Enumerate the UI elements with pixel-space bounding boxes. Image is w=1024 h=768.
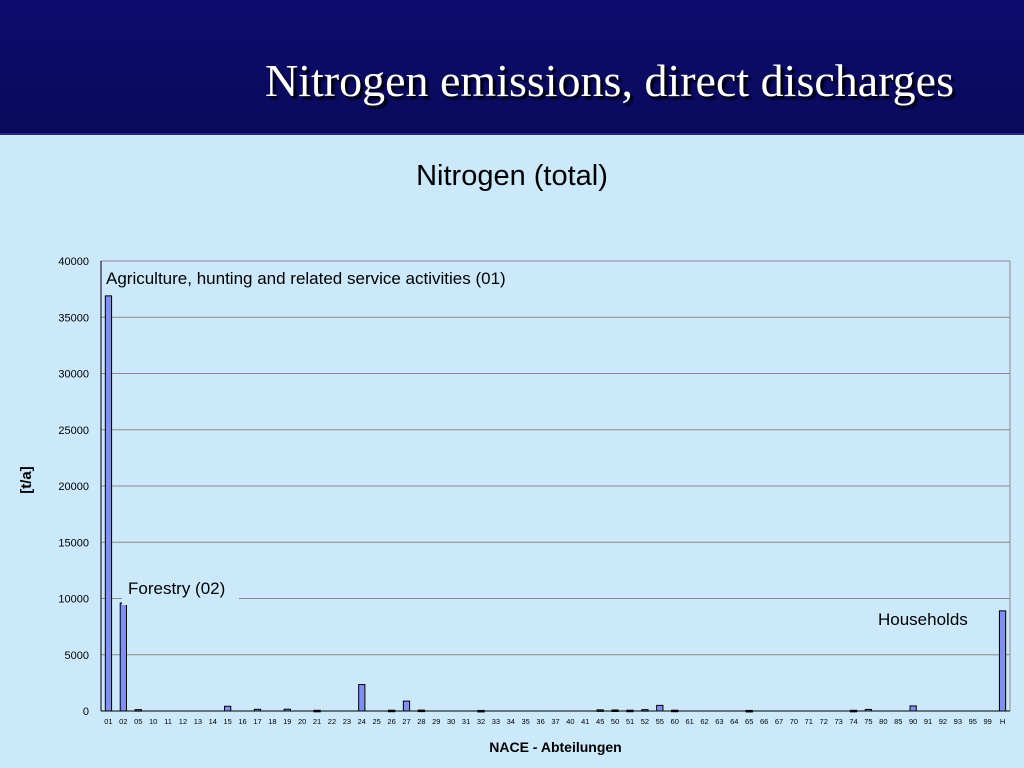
x-tick-label: 18 xyxy=(268,717,276,726)
y-tick-label: 15000 xyxy=(58,537,89,549)
x-tick-label: 34 xyxy=(507,717,515,726)
y-tick-label: 0 xyxy=(83,706,89,718)
x-tick-label: 62 xyxy=(700,717,708,726)
x-tick-label: 70 xyxy=(790,717,798,726)
x-tick-label: 35 xyxy=(522,717,530,726)
x-tick-label: 26 xyxy=(387,717,395,726)
x-tick-label: 36 xyxy=(536,717,544,726)
annotation-forestry: Forestry (02) xyxy=(122,577,240,605)
y-tick-label: 20000 xyxy=(58,481,89,493)
x-tick-label: 95 xyxy=(969,717,977,726)
x-tick-label: 13 xyxy=(194,717,202,726)
x-tick-label: 20 xyxy=(298,717,306,726)
x-tick-label: 30 xyxy=(447,717,455,726)
bar-01 xyxy=(104,295,113,712)
x-tick-label: 63 xyxy=(715,717,723,726)
x-tick-label: 80 xyxy=(879,717,887,726)
x-tick-label: 99 xyxy=(983,717,991,726)
x-tick-label: 92 xyxy=(939,717,947,726)
y-tick-label: 5000 xyxy=(65,650,89,662)
x-tick-label: 37 xyxy=(551,717,559,726)
x-tick-label: 72 xyxy=(820,717,828,726)
annotation-households: Households xyxy=(874,610,972,630)
x-tick-label: 40 xyxy=(566,717,574,726)
y-tick-label: 10000 xyxy=(58,594,89,606)
x-tick-label: H xyxy=(1000,717,1005,726)
x-tick-label: 60 xyxy=(671,717,679,726)
x-tick-label: 23 xyxy=(343,717,351,726)
x-tick-label: 14 xyxy=(209,717,217,726)
x-tick-label: 10 xyxy=(149,717,157,726)
slide-title: Nitrogen emissions, direct discharges xyxy=(264,55,954,106)
x-tick-label: 27 xyxy=(402,717,410,726)
x-tick-label: 02 xyxy=(119,717,127,726)
y-tick-label: 30000 xyxy=(58,369,89,381)
x-tick-label: 75 xyxy=(864,717,872,726)
x-axis-title: NACE - Abteilungen xyxy=(489,739,621,755)
annotation-agriculture: Agriculture, hunting and related service… xyxy=(104,267,520,291)
x-tick-label: 74 xyxy=(849,717,857,726)
x-tick-label: 29 xyxy=(432,717,440,726)
x-tick-label: 66 xyxy=(760,717,768,726)
x-tick-label: 01 xyxy=(104,717,112,726)
bar-02 xyxy=(119,602,127,712)
x-tick-label: 19 xyxy=(283,717,291,726)
x-tick-label: 17 xyxy=(253,717,261,726)
x-tick-label: 91 xyxy=(924,717,932,726)
bar-H xyxy=(998,610,1007,712)
x-tick-label: 21 xyxy=(313,717,321,726)
x-tick-label: 61 xyxy=(685,717,693,726)
x-tick-label: 90 xyxy=(909,717,917,726)
y-axis-title: [t/a] xyxy=(18,466,35,494)
chart-title: Nitrogen (total) xyxy=(416,160,608,192)
y-tick-label: 40000 xyxy=(58,256,89,268)
x-tick-label: 25 xyxy=(373,717,381,726)
x-tick-label: 16 xyxy=(238,717,246,726)
x-tick-label: 85 xyxy=(894,717,902,726)
y-tick-label: 35000 xyxy=(58,312,89,324)
x-tick-label: 33 xyxy=(492,717,500,726)
bar-90 xyxy=(909,705,917,712)
title-banner: Nitrogen emissions, direct discharges xyxy=(0,0,1024,135)
bar-24 xyxy=(358,684,366,712)
bar-15 xyxy=(224,705,232,712)
x-tick-label: 12 xyxy=(179,717,187,726)
x-tick-label: 24 xyxy=(358,717,366,726)
x-tick-label: 31 xyxy=(462,717,470,726)
x-tick-label: 71 xyxy=(805,717,813,726)
x-tick-label: 51 xyxy=(626,717,634,726)
x-tick-label: 55 xyxy=(656,717,664,726)
x-tick-label: 15 xyxy=(223,717,231,726)
x-tick-label: 32 xyxy=(477,717,485,726)
y-tick-label: 25000 xyxy=(58,425,89,437)
x-tick-label: 67 xyxy=(775,717,783,726)
x-tick-label: 73 xyxy=(834,717,842,726)
x-tick-label: 64 xyxy=(730,717,738,726)
x-tick-label: 41 xyxy=(581,717,589,726)
x-tick-label: 22 xyxy=(328,717,336,726)
x-tick-label: 28 xyxy=(417,717,425,726)
x-tick-label: 05 xyxy=(134,717,142,726)
x-tick-label: 45 xyxy=(596,717,604,726)
x-tick-label: 52 xyxy=(641,717,649,726)
bar-chart: 0 5000 10000 15000 20000 25000 30000 35000 40000… xyxy=(18,256,1011,755)
bar-55 xyxy=(656,704,664,712)
x-tick-label: 65 xyxy=(745,717,753,726)
x-tick-label: 93 xyxy=(954,717,962,726)
x-tick-label: 50 xyxy=(611,717,619,726)
x-tick-label: 11 xyxy=(164,717,172,726)
bar-27 xyxy=(402,700,411,712)
